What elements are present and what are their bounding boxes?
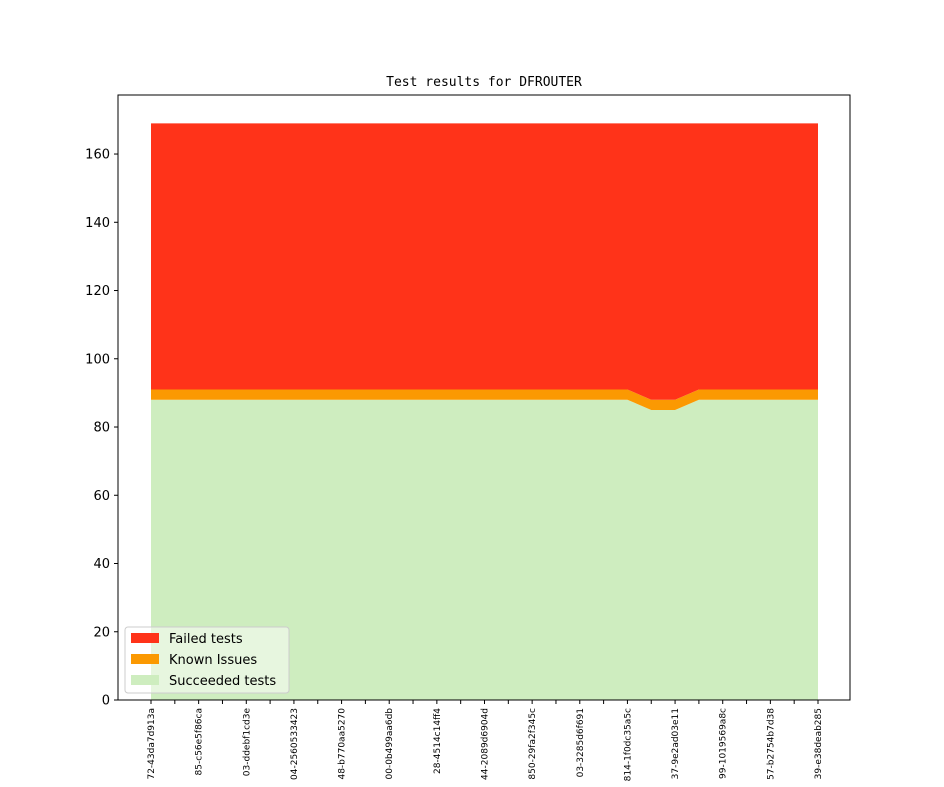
- x-tick-label: 99-1019569a8c: [719, 708, 729, 779]
- x-tick-label: 72-43da7d913a: [147, 708, 157, 780]
- legend-swatch: [131, 675, 159, 685]
- legend-label: Failed tests: [169, 632, 243, 647]
- y-tick-label: 20: [93, 625, 110, 640]
- y-tick-label: 120: [85, 284, 110, 299]
- y-tick-label: 60: [93, 489, 110, 504]
- x-tick-label: 03-3285d6f691: [576, 708, 586, 777]
- x-tick-label: 57-b2754b7d38: [766, 708, 776, 780]
- y-tick-label: 40: [93, 557, 110, 572]
- x-tick-label: 48-b770aa5270: [338, 708, 348, 780]
- x-tick-label: 44-2089d6904d: [481, 708, 491, 780]
- legend-swatch: [131, 654, 159, 664]
- x-tick-label: 85-c56e5f86ca: [195, 708, 205, 775]
- y-tick-label: 80: [93, 421, 110, 436]
- legend-label: Succeeded tests: [169, 674, 276, 689]
- y-tick-label: 0: [102, 694, 110, 709]
- legend: Failed tests Known Issues Succeeded tests: [124, 626, 290, 694]
- area: [151, 399, 818, 700]
- legend-swatch: [131, 633, 159, 643]
- x-tick-label: 00-0b499aa6db: [385, 708, 395, 780]
- y-tick-label: 160: [85, 148, 110, 163]
- area: [151, 123, 818, 400]
- x-tick-label: 814-1f0dc35a5c: [623, 708, 633, 781]
- legend-label: Known Issues: [169, 653, 257, 668]
- y-tick-label: 100: [85, 352, 110, 367]
- x-tick-label: 39-e38deab285: [814, 708, 824, 779]
- chart-title: Test results for DFROUTER: [386, 75, 582, 90]
- x-tick-label: 850-29fa2f345c: [528, 708, 538, 780]
- y-tick-label: 140: [85, 216, 110, 231]
- legend-frame: [124, 626, 290, 694]
- x-tick-label: 04-2560533423: [290, 708, 300, 780]
- x-tick-label: 28-4514c14ff4: [433, 708, 443, 774]
- x-tick-label: 37-9e2ad03e11: [671, 708, 681, 779]
- area: [151, 389, 818, 410]
- x-tick-label: 03-ddebf1cd3e: [242, 708, 252, 777]
